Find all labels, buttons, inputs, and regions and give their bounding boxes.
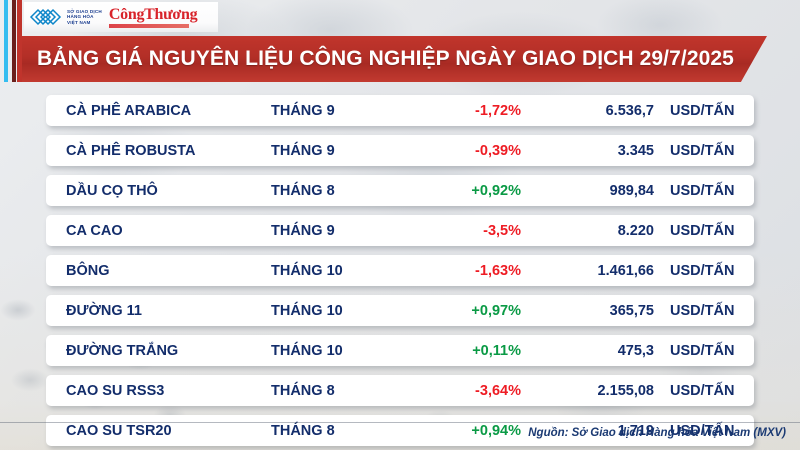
table-row: CA CAO THÁNG 9 -3,5% 8.220 USD/TẤN: [46, 215, 754, 246]
percent-change: -1,72%: [475, 102, 521, 119]
table-row: CAO SU TSR20 THÁNG 8 +0,94% 1.719 USD/TẤN: [46, 415, 754, 446]
commodity-name: CA CAO: [66, 222, 123, 239]
congthuong-underline: [108, 23, 189, 28]
price-value: 1.719: [617, 422, 654, 439]
price-value: 6.536,7: [605, 102, 654, 119]
footer-divider: [0, 422, 800, 423]
price-table: CÀ PHÊ ARABICA THÁNG 9 -1,72% 6.536,7 USD/TẤ…: [0, 95, 800, 450]
price-unit: USD/TẤN: [670, 342, 735, 359]
mxv-logo-line-2: HÀNG HÓA: [67, 14, 94, 20]
title-banner: BẢNG GIÁ NGUYÊN LIỆU CÔNG NGHIỆP NGÀY GI…: [22, 36, 767, 82]
price-value: 365,75: [609, 302, 654, 319]
commodity-name: CAO SU RSS3: [66, 382, 165, 399]
page-title: BẢNG GIÁ NGUYÊN LIỆU CÔNG NGHIỆP NGÀY GI…: [37, 47, 734, 70]
price-value: 8.220: [617, 222, 654, 239]
price-unit: USD/TẤN: [670, 382, 735, 399]
table-row: ĐƯỜNG 11 THÁNG 10 +0,97% 365,75 USD/TẤN: [46, 295, 754, 326]
commodity-name: CÀ PHÊ ROBUSTA: [66, 142, 196, 159]
logo-bar: SỞ GIAO DỊCH HÀNG HÓA VIỆT NAM CôngThươn…: [24, 2, 218, 32]
contract-month: THÁNG 8: [271, 422, 335, 439]
commodity-name: BÔNG: [66, 262, 110, 279]
contract-month: THÁNG 8: [271, 182, 335, 199]
percent-change: -3,64%: [475, 382, 521, 399]
table-row: ĐƯỜNG TRẮNG THÁNG 10 +0,11% 475,3 USD/TẤN: [46, 335, 754, 366]
accent-stripe-cyan: [4, 0, 8, 82]
contract-month: THÁNG 10: [271, 342, 343, 359]
accent-stripe-dark-red: [12, 0, 16, 82]
table-row: CÀ PHÊ ARABICA THÁNG 9 -1,72% 6.536,7 USD/TẤ…: [46, 95, 754, 126]
congthuong-logo: CôngThương: [108, 5, 198, 28]
price-unit: USD/TẤN: [670, 142, 735, 159]
price-value: 475,3: [617, 342, 654, 359]
commodity-name: DẦU CỌ THÔ: [66, 182, 158, 199]
price-value: 2.155,08: [597, 382, 654, 399]
commodity-name: ĐƯỜNG TRẮNG: [66, 342, 179, 359]
price-unit: USD/TẤN: [670, 422, 735, 439]
percent-change: -1,63%: [475, 262, 521, 279]
contract-month: THÁNG 9: [271, 222, 335, 239]
table-row: BÔNG THÁNG 10 -1,63% 1.461,66 USD/TẤN: [46, 255, 754, 286]
source-credit: Nguồn: Sở Giao dịch Hàng hóa Việt Nam (M…: [528, 427, 786, 439]
mxv-logo-text: SỞ GIAO DỊCH HÀNG HÓA VIỆT NAM: [67, 9, 102, 26]
mxv-chevron-icon: [29, 6, 63, 28]
percent-change: -0,39%: [475, 142, 521, 159]
contract-month: THÁNG 9: [271, 102, 335, 119]
percent-change: +0,97%: [471, 302, 521, 319]
mxv-logo-line-3: VIỆT NAM: [67, 19, 91, 25]
contract-month: THÁNG 8: [271, 382, 335, 399]
commodity-name: ĐƯỜNG 11: [66, 302, 142, 319]
contract-month: THÁNG 9: [271, 142, 335, 159]
percent-change: +0,11%: [472, 342, 521, 359]
congthuong-wordmark: CôngThương: [108, 5, 198, 23]
table-row: CAO SU RSS3 THÁNG 8 -3,64% 2.155,08 USD/TẤN: [46, 375, 754, 406]
table-row: CÀ PHÊ ROBUSTA THÁNG 9 -0,39% 3.345 USD/TẤN: [46, 135, 754, 166]
price-value: 1.461,66: [597, 262, 654, 279]
price-unit: USD/TẤN: [670, 102, 735, 119]
commodity-name: CAO SU TSR20: [66, 422, 172, 439]
mxv-logo-line-1: SỞ GIAO DỊCH: [67, 8, 102, 14]
table-row: DẦU CỌ THÔ THÁNG 8 +0,92% 989,84 USD/TẤN: [46, 175, 754, 206]
percent-change: -3,5%: [483, 222, 521, 239]
price-unit: USD/TẤN: [670, 262, 735, 279]
price-unit: USD/TẤN: [670, 302, 735, 319]
percent-change: +0,92%: [471, 182, 521, 199]
percent-change: +0,94%: [471, 422, 521, 439]
price-unit: USD/TẤN: [670, 222, 735, 239]
price-unit: USD/TẤN: [670, 182, 735, 199]
price-value: 3.345: [617, 142, 654, 159]
commodity-name: CÀ PHÊ ARABICA: [66, 102, 192, 119]
accent-stripe-red: [17, 0, 22, 82]
contract-month: THÁNG 10: [271, 302, 343, 319]
contract-month: THÁNG 10: [271, 262, 343, 279]
price-value: 989,84: [609, 182, 654, 199]
